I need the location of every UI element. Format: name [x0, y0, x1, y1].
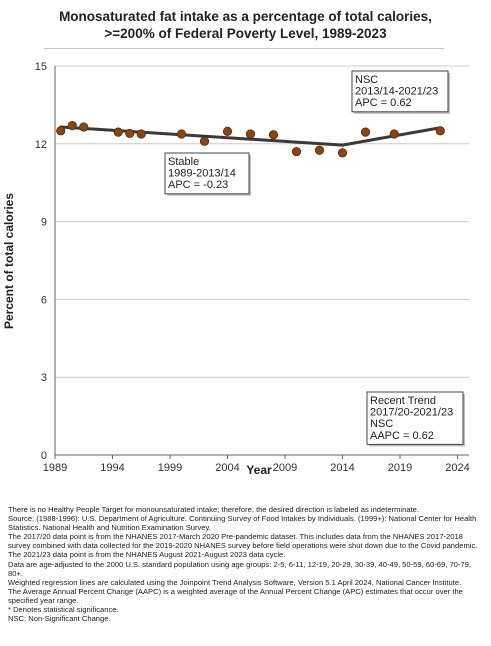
- data-point: [314, 145, 325, 155]
- footnotes: There is no Healthy People Target for mo…: [8, 505, 484, 623]
- footnote-line: NSC: Non-Significant Change.: [8, 614, 111, 624]
- annotation-box-nsc-late: [351, 70, 449, 113]
- trend-segment: [59, 125, 344, 147]
- data-points: [56, 121, 445, 158]
- x-tick-label: 2014: [330, 462, 354, 474]
- annotation-text: NSC: [370, 418, 393, 430]
- y-tick-label: 12: [35, 139, 47, 151]
- footnote-line: The 2021/23 data point is from the NHANE…: [8, 550, 286, 560]
- x-axis-label: Year: [246, 463, 272, 477]
- x-tick-label: 2024: [445, 462, 469, 474]
- annotation-text: 2017/20-2021/23: [370, 407, 453, 419]
- footnote-line: Data are age-adjusted to the 2000 U.S. s…: [8, 559, 471, 578]
- chart-title: Monosaturated fat intake as a percentage…: [0, 8, 491, 42]
- x-tick-label: 2009: [273, 462, 297, 474]
- y-tick-label: 6: [41, 294, 47, 306]
- y-tick-label: 15: [35, 61, 47, 73]
- annotation-box-recent-trend: [366, 391, 464, 445]
- x-tick-label: 1994: [100, 462, 124, 474]
- grid-lines: [55, 65, 469, 378]
- footnote-line: * Denotes statistical significance.: [8, 605, 119, 615]
- annotation-text: 2013/14-2021/23: [355, 86, 438, 98]
- data-point: [337, 148, 348, 158]
- title-divider: [44, 48, 444, 49]
- x-tick-label: 1999: [158, 462, 182, 474]
- data-point: [79, 122, 89, 132]
- x-tick-label: 2019: [388, 462, 412, 474]
- data-point: [268, 130, 279, 140]
- footnote-line: Source: (1988-1996): U.S. Department of …: [8, 514, 477, 533]
- data-point: [222, 126, 233, 136]
- y-tick-label: 0: [41, 450, 47, 462]
- data-point: [245, 129, 256, 139]
- y-tick-label: 9: [41, 217, 47, 229]
- data-point: [136, 129, 146, 139]
- data-point: [291, 146, 302, 157]
- data-point: [389, 129, 399, 139]
- annotation-text: 1989-2013/14: [168, 168, 236, 180]
- footnote-line: Weighted regression lines are calculated…: [8, 577, 462, 587]
- annotation-text: Stable: [168, 156, 199, 168]
- data-point: [67, 121, 77, 131]
- footnote-line: The 2017/20 data point is from the NHANE…: [8, 532, 478, 551]
- annotation-text: NSC: [355, 74, 378, 86]
- axes: 0 3 6 9 12 15 1989 1994 1999 2004 2009 2014 2019 2024: [35, 61, 470, 474]
- annotation-text: APC = 0.62: [355, 97, 412, 109]
- annotation-text: APC = -0.23: [168, 179, 228, 191]
- data-point: [125, 128, 135, 139]
- footnote-line: The Average Annual Percent Change (AAPC)…: [8, 586, 463, 605]
- annotation-text: Recent Trend: [370, 395, 436, 407]
- footnote-line: There is no Healthy People Target for mo…: [8, 505, 420, 514]
- data-point: [56, 126, 66, 136]
- annotation-text: AAPC = 0.62: [370, 430, 434, 442]
- y-axis-label: Percent of total calories: [2, 193, 16, 329]
- chart-title-line-2: >=200% of Federal Poverty Level, 1989-20…: [104, 26, 387, 41]
- data-point: [360, 127, 371, 137]
- data-point: [176, 129, 187, 139]
- y-tick-label: 3: [41, 372, 47, 384]
- annotation-box-stable: [164, 152, 250, 195]
- data-point: [113, 127, 123, 137]
- scatter-chart: 0 3 6 9 12 15 1989 1994 1999 2004 2009 2014 2019 2024…: [2, 61, 470, 477]
- x-tick-label: 2004: [215, 462, 239, 474]
- data-point: [199, 136, 210, 146]
- x-tick-label: 1989: [43, 462, 67, 474]
- data-point: [435, 126, 445, 136]
- chart-title-line-1: Monosaturated fat intake as a percentage…: [59, 9, 432, 24]
